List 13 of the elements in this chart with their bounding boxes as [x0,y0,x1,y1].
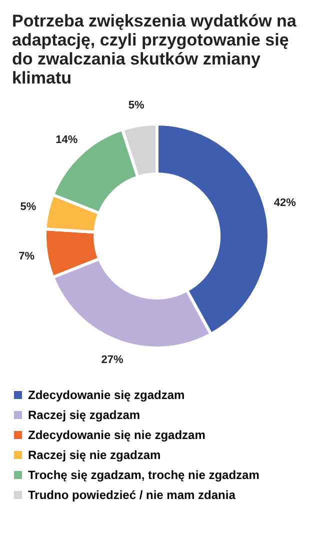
legend-label: Raczej się zgadzam [28,408,140,422]
data-label: 5% [128,100,145,112]
legend-label: Trochę się zgadzam, trochę nie zgadzam [28,468,260,482]
data-label: 42% [274,197,296,210]
legend-label: Zdecydowanie się nie zgadzam [28,428,206,442]
legend-label: Trudno powiedzieć / nie mam zdania [28,488,236,502]
data-label: 27% [101,354,124,366]
legend-label: Zdecydowanie się zgadzam [28,388,185,402]
legend-label: Raczej się nie zgadzam [28,448,161,462]
data-label: 5% [20,201,36,214]
data-label: 14% [56,134,78,146]
data-label: 7% [18,250,35,263]
chart-title: Potrzeba zwiększenia wydatków na adaptację, czyli przygotowanie się do zwalczania skutków zmiany klimatu [12,12,297,88]
